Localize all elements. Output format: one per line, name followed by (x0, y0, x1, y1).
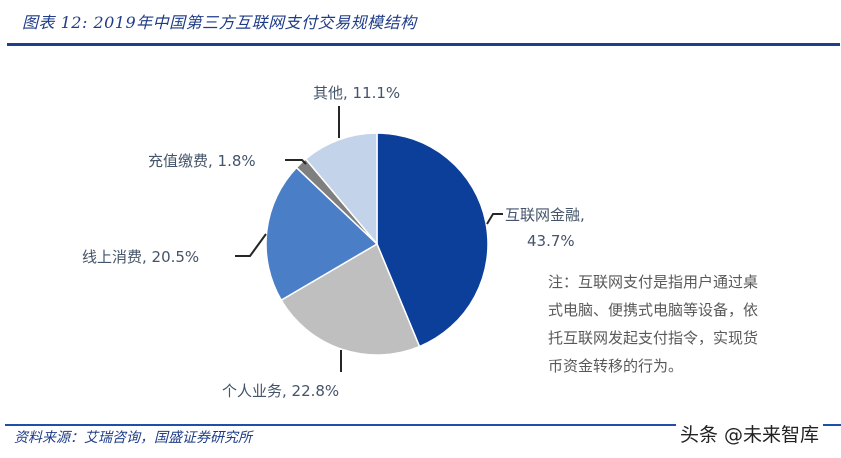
chart-note: 注：互联网支付是指用户通过桌 式电脑、便携式电脑等设备，依 托互联网发起支付指令… (548, 268, 838, 380)
label-other: 其他, 11.1% (313, 84, 400, 102)
source-text: 资料来源：艾瑞咨询，国盛证券研究所 (14, 430, 252, 446)
pie-slice (376, 132, 489, 348)
leader-lines (235, 106, 503, 372)
label-personal: 个人业务, 22.8% (222, 382, 339, 400)
footer-divider (5, 424, 841, 426)
note-line: 式电脑、便携式电脑等设备，依 (548, 301, 759, 319)
pie-slice (280, 242, 421, 356)
leader-line-online (235, 233, 267, 257)
label-finance: 互联网金融, (505, 206, 585, 224)
chart-title: 图表 12: 2019年中国第三方互联网支付交易规模结构 (22, 13, 417, 32)
leader-line-finance (486, 213, 503, 225)
pie-slice (304, 132, 378, 247)
watermark: 头条 @未来智库 (676, 420, 824, 447)
pie-slice (265, 166, 379, 302)
note-line: 币资金转移的行为。 (548, 357, 684, 375)
note-line: 托互联网发起支付指令，实现货 (548, 329, 759, 347)
title-divider (7, 43, 840, 46)
leader-line-recharge (285, 159, 307, 165)
label-online: 线上消费, 20.5% (82, 248, 199, 266)
note-line: 注：互联网支付是指用户通过桌 (548, 273, 759, 291)
pie-slices (265, 132, 489, 356)
label-finance-value: 43.7% (527, 232, 575, 250)
label-recharge: 充值缴费, 1.8% (148, 152, 256, 170)
